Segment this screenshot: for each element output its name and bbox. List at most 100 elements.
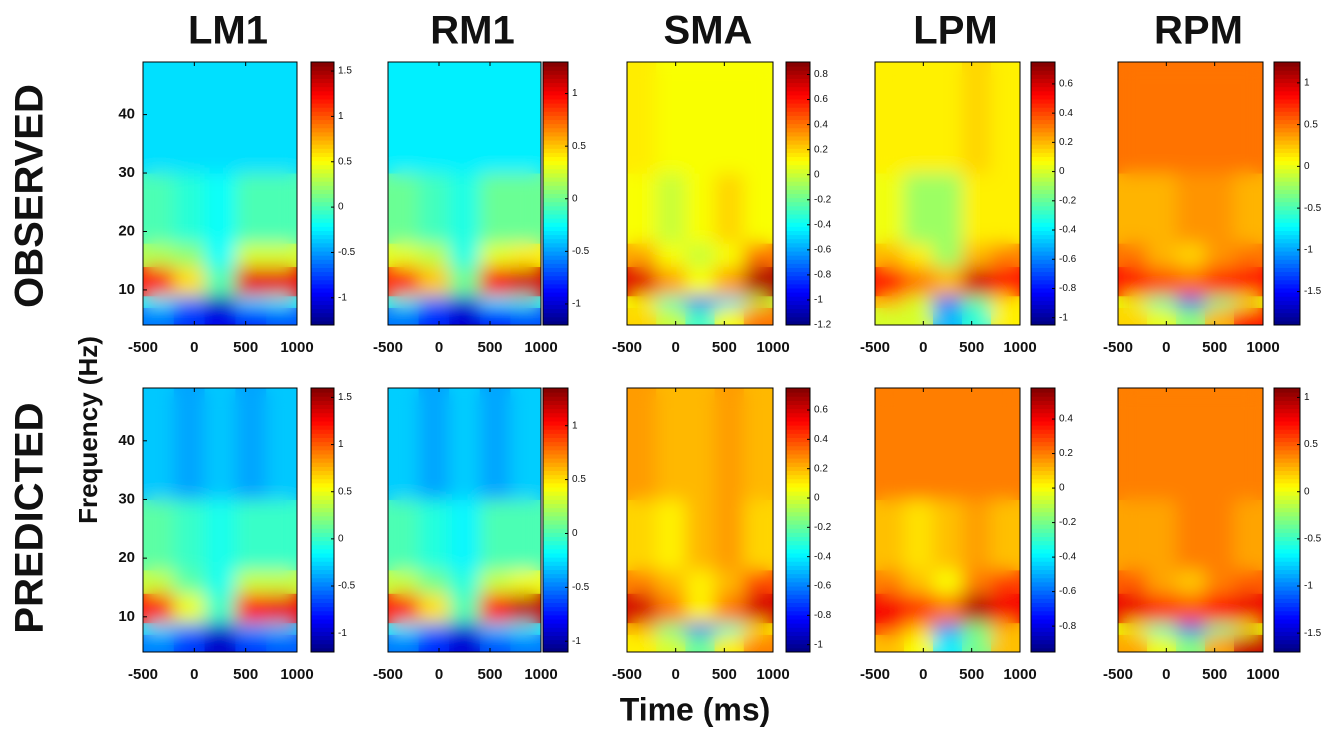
heat-underlay <box>143 388 175 500</box>
colorbar-step <box>1031 503 1055 509</box>
colorbar-step <box>786 107 810 112</box>
colorbar-step <box>543 168 568 174</box>
colorbar-step <box>1274 569 1300 575</box>
heat-underlay <box>1234 622 1263 635</box>
colorbar-step <box>311 140 334 145</box>
colorbar-step <box>1031 400 1055 405</box>
plot-frame <box>142 61 298 326</box>
colorbar-tick-label: -1.5 <box>1304 628 1322 639</box>
colorbar-step <box>1274 123 1300 129</box>
colorbar-step <box>543 528 568 533</box>
heat-underlay <box>962 388 992 500</box>
colorbar-step <box>1274 647 1300 653</box>
heat-underlay <box>962 622 992 635</box>
colorbar-tick-label: 0.2 <box>814 144 828 155</box>
y-axis-label: Frequency (Hz) <box>73 336 103 524</box>
heat-underlay <box>143 266 175 297</box>
colorbar-step <box>543 82 568 88</box>
colorbar-step <box>543 131 568 137</box>
panel-title: LPM <box>913 9 997 53</box>
heat-underlay <box>933 173 963 244</box>
heat-underlay <box>656 388 686 500</box>
colorbar-step <box>311 429 334 434</box>
heat-underlay <box>714 622 745 635</box>
colorbar-step <box>1031 226 1055 231</box>
colorbar-step <box>786 238 810 244</box>
heat-underlay <box>1205 295 1235 308</box>
colorbar-step <box>786 507 810 513</box>
colorbar-step <box>1274 606 1300 612</box>
x-tick-label: 500 <box>959 339 984 356</box>
colorbar-step <box>1031 74 1055 79</box>
heat-underlay <box>143 499 175 571</box>
colorbar-step <box>543 152 568 158</box>
heat-underlay <box>1205 173 1235 244</box>
colorbar-step <box>786 185 810 190</box>
colorbar-tick-label: 1.5 <box>338 392 352 403</box>
heat-underlay <box>173 243 206 268</box>
colorbar-step <box>786 230 810 236</box>
colorbar-step <box>543 470 568 476</box>
heat-underlay <box>991 388 1020 500</box>
heat-underlay <box>1147 173 1177 244</box>
colorbar-step <box>543 197 568 203</box>
colorbar-step <box>1031 474 1055 480</box>
colorbar-step <box>786 308 810 314</box>
colorbar-step <box>1274 288 1300 293</box>
colorbar-step <box>1031 627 1055 632</box>
colorbar-step <box>543 412 568 418</box>
colorbar-step <box>543 635 568 641</box>
heat-underlay <box>1234 634 1263 652</box>
heat-underlay <box>1234 295 1263 308</box>
colorbar-step <box>786 586 810 591</box>
colorbar-step <box>543 140 568 145</box>
heat-underlay <box>1176 569 1206 594</box>
colorbar-step <box>311 172 334 178</box>
colorbar-step <box>311 532 334 537</box>
colorbar-step <box>786 400 810 405</box>
colorbar-step <box>543 561 568 566</box>
heat-underlay <box>933 62 963 174</box>
colorbar-step <box>786 144 810 149</box>
colorbar-step <box>543 548 568 554</box>
colorbar-tick-label: -0.5 <box>338 247 356 258</box>
colorbar-step <box>311 255 334 260</box>
heat-underlay <box>1147 622 1177 635</box>
heat-underlay <box>1205 622 1235 635</box>
colorbar-step <box>786 462 810 467</box>
colorbar-step <box>543 123 568 129</box>
heatmap-smooth <box>388 388 541 652</box>
colorbar-step <box>786 573 810 579</box>
colorbar-tick-label: 0 <box>1304 161 1310 172</box>
heat-underlay <box>1176 499 1206 571</box>
colorbar-tick-label: 1 <box>338 111 344 122</box>
colorbar-step <box>786 115 810 121</box>
panel-title: RM1 <box>430 9 514 53</box>
heat-underlay <box>714 388 745 500</box>
colorbar-step <box>543 536 568 542</box>
heat-underlay <box>1147 243 1177 268</box>
heatmap-blur <box>143 62 297 325</box>
colorbar-step <box>786 445 810 451</box>
colorbar-step <box>311 283 334 289</box>
heat-underlay <box>875 266 905 297</box>
colorbar-step <box>543 647 568 653</box>
heat-underlay <box>714 307 745 325</box>
heat-underlay <box>1176 622 1206 635</box>
heat-underlay <box>1176 173 1206 244</box>
heat-underlay <box>235 593 267 624</box>
colorbar-step <box>543 606 568 612</box>
y-tick-label: 20 <box>118 549 135 566</box>
colorbar-frame <box>310 387 335 653</box>
colorbar-step <box>1274 499 1300 504</box>
colorbar-step <box>543 532 568 537</box>
colorbar-step <box>1274 416 1300 422</box>
colorbar-step <box>311 251 334 256</box>
colorbar-tick-label: -1 <box>572 299 581 310</box>
colorbar-step <box>1031 581 1055 587</box>
x-tick-label: -500 <box>612 666 642 683</box>
heatmap-smooth <box>388 62 541 325</box>
colorbar-step <box>311 185 334 190</box>
heat-underlay <box>656 266 686 297</box>
colorbar-step <box>1031 507 1055 513</box>
